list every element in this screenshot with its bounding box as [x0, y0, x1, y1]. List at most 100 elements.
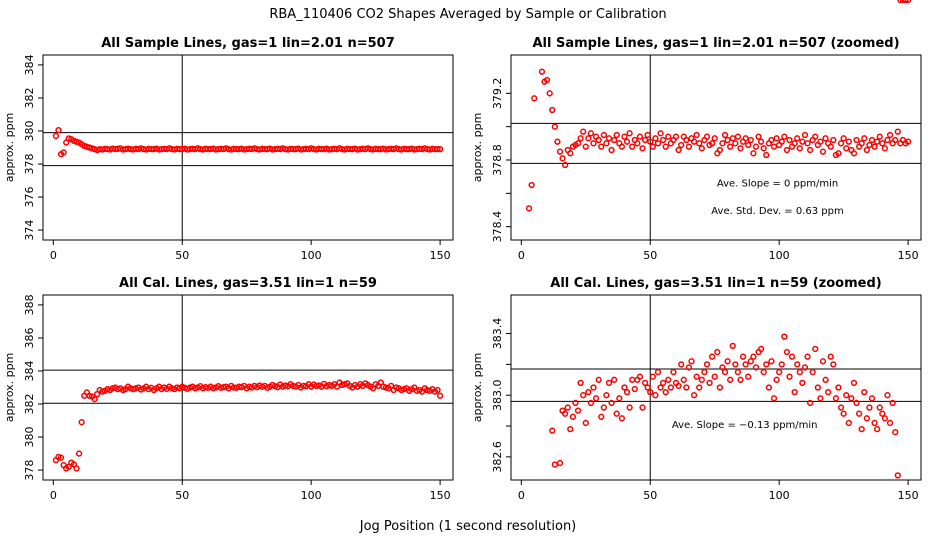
panel-4-data-point	[549, 427, 556, 434]
panel-4-data-point	[618, 415, 626, 422]
figure-xlabel: Jog Position (1 second resolution)	[359, 519, 577, 534]
panel-3-data-point	[436, 392, 444, 399]
panel-4-data-point	[556, 459, 564, 467]
panel-4-data-point	[716, 384, 724, 391]
panel-2-data-point	[672, 133, 680, 140]
panel-2-data-point	[799, 138, 806, 145]
panel-1-x-tick-label: 150	[430, 249, 451, 262]
panel-1-y-tick-label: 382	[23, 87, 36, 108]
panel-4-data-point	[886, 419, 894, 427]
panel-4-data-point	[621, 384, 628, 391]
panel-4-data-point	[788, 353, 796, 360]
panel-2-data-point	[794, 135, 801, 142]
panel-2-data-point	[585, 135, 592, 142]
panel-2-data-point	[750, 150, 757, 157]
panel-4-data-point	[610, 376, 618, 383]
panel-4-data-point	[732, 361, 739, 368]
panel-2-data-point	[639, 145, 646, 152]
panel-4-data-point	[603, 392, 610, 399]
panel-2-data-point	[863, 146, 870, 154]
panel-4-data-point	[904, 0, 912, 4]
panel-4-data-point	[701, 368, 708, 376]
panel-4-data-point	[564, 404, 571, 411]
panel-2-data-point	[634, 140, 641, 147]
panel-4-data-point	[750, 353, 757, 360]
panel-2-data-point	[577, 135, 584, 142]
panel-4-data-point	[572, 399, 579, 407]
panel-4-data-point	[840, 410, 847, 417]
panel-4-data-point	[765, 384, 773, 391]
panel-1-y-tick-label: 376	[23, 187, 36, 208]
panel-4-data-point	[884, 392, 891, 399]
panel-2-data-point	[840, 135, 847, 142]
panel-4-data-point	[631, 385, 638, 393]
panel-4-data-point	[654, 368, 662, 376]
panel-4-data-point	[776, 368, 783, 376]
panel-4-data-point	[742, 361, 749, 368]
panel-2-data-point	[685, 143, 693, 150]
panel-3-y-tick-label: 386	[23, 327, 36, 348]
panel-4-data-point	[853, 399, 860, 407]
panel-2-plot-frame	[510, 54, 922, 241]
panel-3-y-axis-label: approx. ppm	[3, 353, 16, 423]
panel-4-data-point	[582, 419, 589, 427]
panel-3-y-tick-label: 382	[23, 394, 36, 415]
panel-1-y-tick-label: 380	[23, 120, 36, 141]
panel-1-data-point	[55, 127, 62, 134]
panel-2-data-point	[698, 145, 705, 152]
panel-4-data-point	[719, 364, 726, 371]
panel-4-data-point	[819, 358, 827, 365]
panel-3-data-point	[300, 382, 307, 389]
panel-4-data-point	[636, 373, 644, 380]
panel-1-y-tick-label: 384	[23, 54, 36, 75]
panel-4-data-point	[874, 425, 881, 433]
panel-1-data-point	[52, 132, 60, 140]
panel-4-data-point	[791, 388, 798, 396]
panel-4-data-point	[871, 419, 878, 427]
panel-2-title: All Sample Lines, gas=1 lin=2.01 n=507 (…	[532, 36, 899, 51]
panel-2-data-point	[861, 135, 868, 142]
panel-2-data-point	[843, 145, 850, 152]
panel-3-y-tick-label: 384	[23, 360, 36, 381]
panel-2-data-point	[721, 131, 729, 139]
panel-2-data-point	[590, 140, 597, 147]
panel-2-data-point	[562, 161, 569, 169]
panel-1-x-tick-label: 100	[301, 249, 322, 262]
panel-2-data-point	[662, 143, 669, 150]
panel-4-data-point	[781, 333, 788, 340]
panel-4-data-point	[600, 404, 607, 411]
panel-2-data-point	[737, 145, 744, 152]
panel-4-title: All Cal. Lines, gas=3.51 lin=1 n=59 (zoo…	[550, 276, 881, 291]
panel-4-x-tick-label: 0	[518, 489, 525, 502]
panel-2-data-point	[850, 150, 858, 157]
panel-4-data-point	[714, 348, 721, 356]
panel-3-data-point	[434, 386, 441, 394]
panel-4-data-point	[763, 361, 770, 368]
panel-4-data-point	[855, 410, 863, 417]
panel-2-data-point	[819, 148, 827, 155]
panel-4-data-point	[580, 392, 587, 399]
panel-4-plot-frame	[510, 294, 922, 481]
panel-1-y-axis-label: approx. ppm	[3, 113, 16, 183]
panel-2-data-point	[727, 143, 734, 150]
panel-3-x-tick-label: 50	[175, 489, 189, 502]
panel-2-data-point	[716, 146, 724, 154]
panel-2-data-point	[528, 181, 535, 189]
panel-2-data-point	[879, 140, 886, 147]
panel-2-data-point	[600, 131, 607, 139]
panel-2-data-point	[690, 138, 698, 145]
panel-2-data-point	[822, 135, 829, 142]
panel-4-data-point	[649, 373, 656, 380]
panel-2-data-point	[644, 131, 651, 139]
panel-2-data-point	[894, 128, 901, 135]
panel-3-x-tick-label: 150	[430, 489, 451, 502]
panel-3-x-tick-label: 0	[50, 489, 57, 502]
panel-2-annotation: Ave. Slope = 0 ppm/min	[717, 178, 838, 189]
panel-4-data-point	[809, 368, 816, 376]
panel-2-data-point	[693, 131, 700, 139]
panel-4-data-point	[683, 384, 690, 391]
panel-2-data-point	[778, 138, 785, 145]
panel-2-x-tick-label: 50	[643, 249, 657, 262]
